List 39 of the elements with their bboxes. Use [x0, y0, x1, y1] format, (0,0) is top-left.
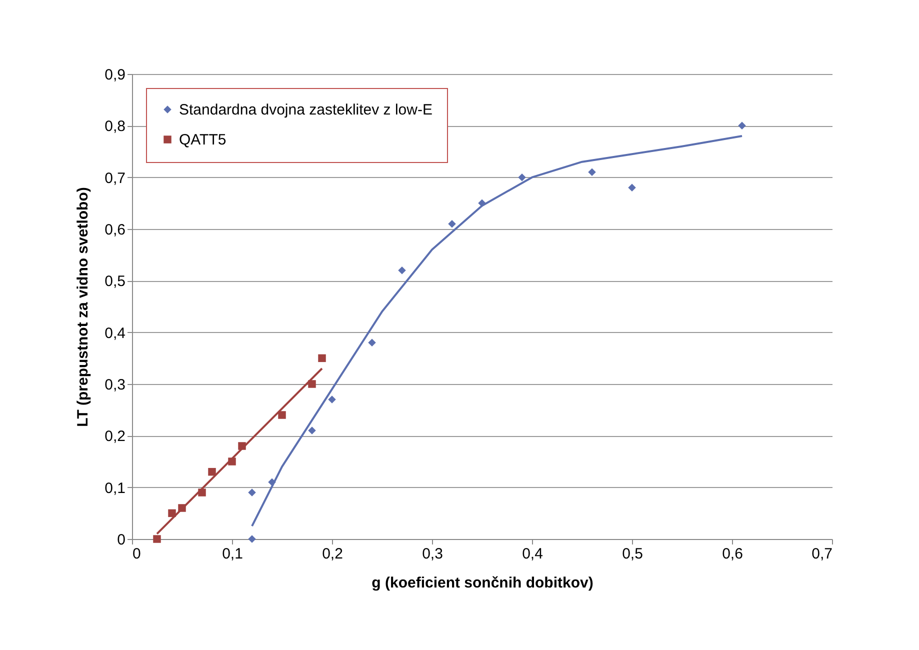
y-tick-label: 0,7: [104, 170, 126, 187]
x-tick-label: 0,2: [322, 546, 343, 562]
legend-label: QATT5: [179, 132, 226, 148]
x-tick-label: 0: [132, 546, 141, 562]
point: [308, 426, 316, 434]
point: [738, 122, 746, 130]
x-axis-title: g (koeficient sončnih dobitkov): [372, 574, 594, 592]
line-series: [251, 135, 743, 528]
y-tick-label: 0,2: [104, 428, 126, 446]
y-tick-label: 0,6: [104, 222, 126, 238]
point: [278, 411, 286, 419]
x-tick-label: 0,7: [812, 546, 832, 562]
y-tick-label: 0: [117, 532, 126, 548]
point: [368, 338, 376, 347]
x-tick-label: 0,6: [722, 546, 743, 562]
y-tick-label: 0,8: [104, 118, 126, 136]
point: [153, 535, 161, 543]
legend-label: Standardna dvojna zasteklitev z low-E: [179, 102, 432, 118]
point: [588, 168, 596, 176]
y-tick-label: 0,9: [104, 66, 126, 84]
point: [398, 266, 406, 274]
y-tick-label: 0,5: [104, 273, 126, 290]
point: [318, 354, 326, 362]
point: [328, 396, 336, 404]
y-tick-label: 0,3: [104, 376, 126, 394]
x-tick-label: 0,4: [522, 546, 543, 562]
x-tick-label: 0,3: [422, 546, 443, 562]
point: [208, 468, 216, 476]
x-tick-label: 0,5: [622, 546, 643, 562]
point: [628, 184, 636, 192]
point: [518, 173, 526, 182]
y-tick-label: 0,1: [104, 480, 126, 497]
point: [448, 220, 456, 228]
point: [308, 380, 316, 388]
point: [248, 535, 256, 543]
x-tick-label: 0,1: [222, 546, 243, 562]
point: [248, 488, 256, 496]
y-axis-title: LT (prepustnot za vidno svetlobo): [74, 187, 92, 427]
y-tick-label: 0,4: [104, 324, 126, 342]
